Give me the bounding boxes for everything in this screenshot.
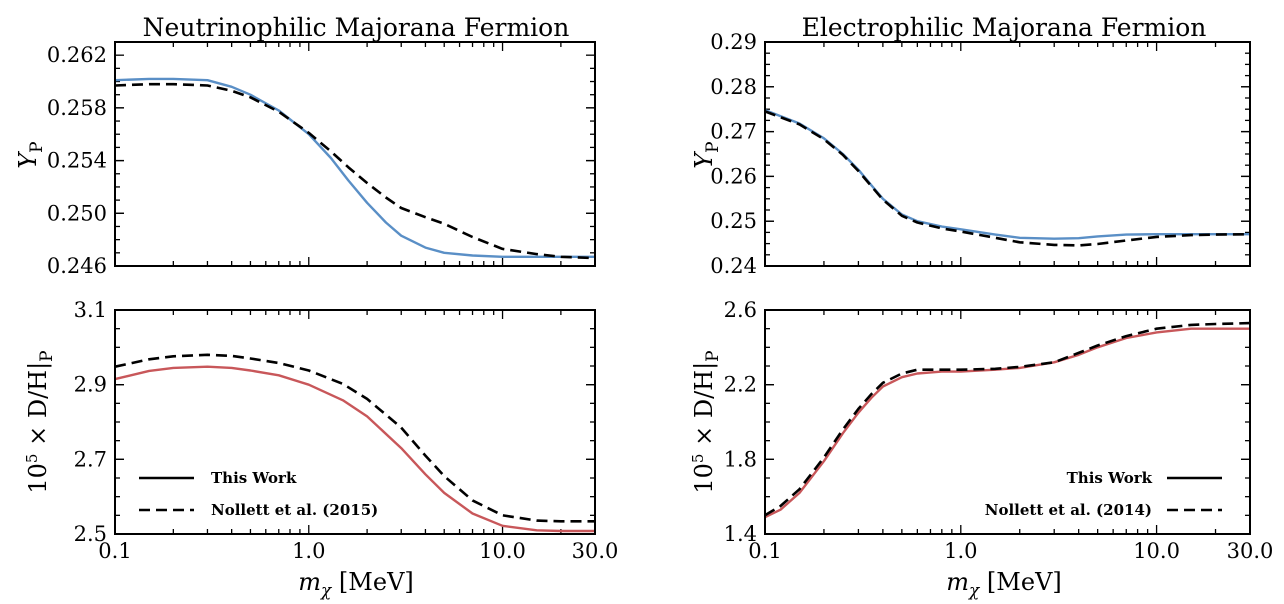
x-tick-label: 30.0: [1227, 539, 1274, 563]
y-tick-label: 0.26: [710, 164, 757, 188]
y-tick-label: 0.28: [710, 75, 757, 99]
y-tick-label: 3.1: [74, 298, 107, 322]
y-tick-label: 1.8: [724, 447, 757, 471]
legend-label: Nollett et al. (2015): [211, 501, 378, 519]
x-tick-label: 0.1: [98, 539, 131, 563]
y-tick-label: 0.25: [710, 209, 757, 233]
y-tick-label: 2.7: [74, 447, 107, 471]
title-neutrinophilic: Neutrinophilic Majorana Fermion: [143, 13, 570, 42]
xlabel-left: mχ [MeV]: [298, 568, 414, 601]
panel-electrophilic-dh: 2.6 2.2 1.8 1.40.1 1.0 10.0 30.0 This Work Nolle…: [724, 298, 1274, 563]
legend: This Work Nollett et al. (2014): [985, 469, 1222, 519]
x-tick-label: 30.0: [572, 539, 619, 563]
series-line-reference: [764, 110, 1251, 247]
legend-label: This Work: [211, 469, 297, 487]
x-tick-label: 0.1: [748, 539, 781, 563]
y-tick-label: 2.2: [724, 373, 757, 397]
plot-frame: [764, 309, 1251, 535]
y-tick-label: 2.5: [74, 522, 107, 546]
x-tick-label: 10.0: [1133, 539, 1180, 563]
y-tick-label: 0.258: [47, 96, 107, 120]
y-tick-label: 0.29: [710, 30, 757, 54]
series-line-this-work: [764, 108, 1250, 240]
y-tick-label: 0.262: [47, 43, 107, 67]
plot-frame: [114, 41, 596, 267]
ylabel-yp-left: YP: [14, 141, 47, 168]
plot-frame: [114, 309, 596, 535]
series-line-this-work: [764, 327, 1250, 519]
ylabel-dh-right: 105 × D/H|P: [689, 350, 723, 493]
ylabel-dh-left: 105 × D/H|P: [23, 350, 57, 493]
panel-neutrinophilic-dh: 3.1 2.9 2.7 2.50.1 1.0 10.0 30.0 This Work Nolle…: [74, 298, 619, 563]
y-tick-label: 0.246: [47, 254, 107, 278]
y-tick-label: 0.24: [710, 254, 757, 278]
series-line-reference: [764, 321, 1251, 517]
x-tick-label: 1.0: [292, 539, 325, 563]
ylabel-yp-right: YP: [690, 141, 723, 168]
series-line-this-work: [114, 77, 595, 258]
series-line-this-work: [114, 365, 595, 533]
x-tick-label: 1.0: [944, 539, 977, 563]
legend-label: Nollett et al. (2014): [985, 501, 1152, 519]
xlabel-right: mχ [MeV]: [946, 568, 1062, 601]
plot-frame: [764, 41, 1251, 267]
y-tick-label: 2.6: [724, 298, 757, 322]
y-tick-label: 2.9: [74, 373, 107, 397]
series-line-reference: [114, 353, 595, 523]
title-electrophilic: Electrophilic Majorana Fermion: [802, 13, 1207, 42]
x-tick-label: 10.0: [479, 539, 526, 563]
legend-label: This Work: [1067, 469, 1153, 487]
series-line-reference: [114, 82, 596, 260]
panel-electrophilic-yp: 0.29 0.28 0.27 0.26 0.25 0.24: [710, 30, 1251, 278]
y-tick-label: 0.27: [710, 120, 757, 144]
y-tick-label: 0.254: [47, 149, 107, 173]
panel-neutrinophilic-yp: 0.262 0.258 0.254 0.250 0.246: [47, 41, 596, 278]
legend: This Work Nollett et al. (2015): [139, 469, 378, 519]
y-tick-label: 1.4: [724, 522, 757, 546]
y-tick-label: 0.250: [47, 201, 107, 225]
